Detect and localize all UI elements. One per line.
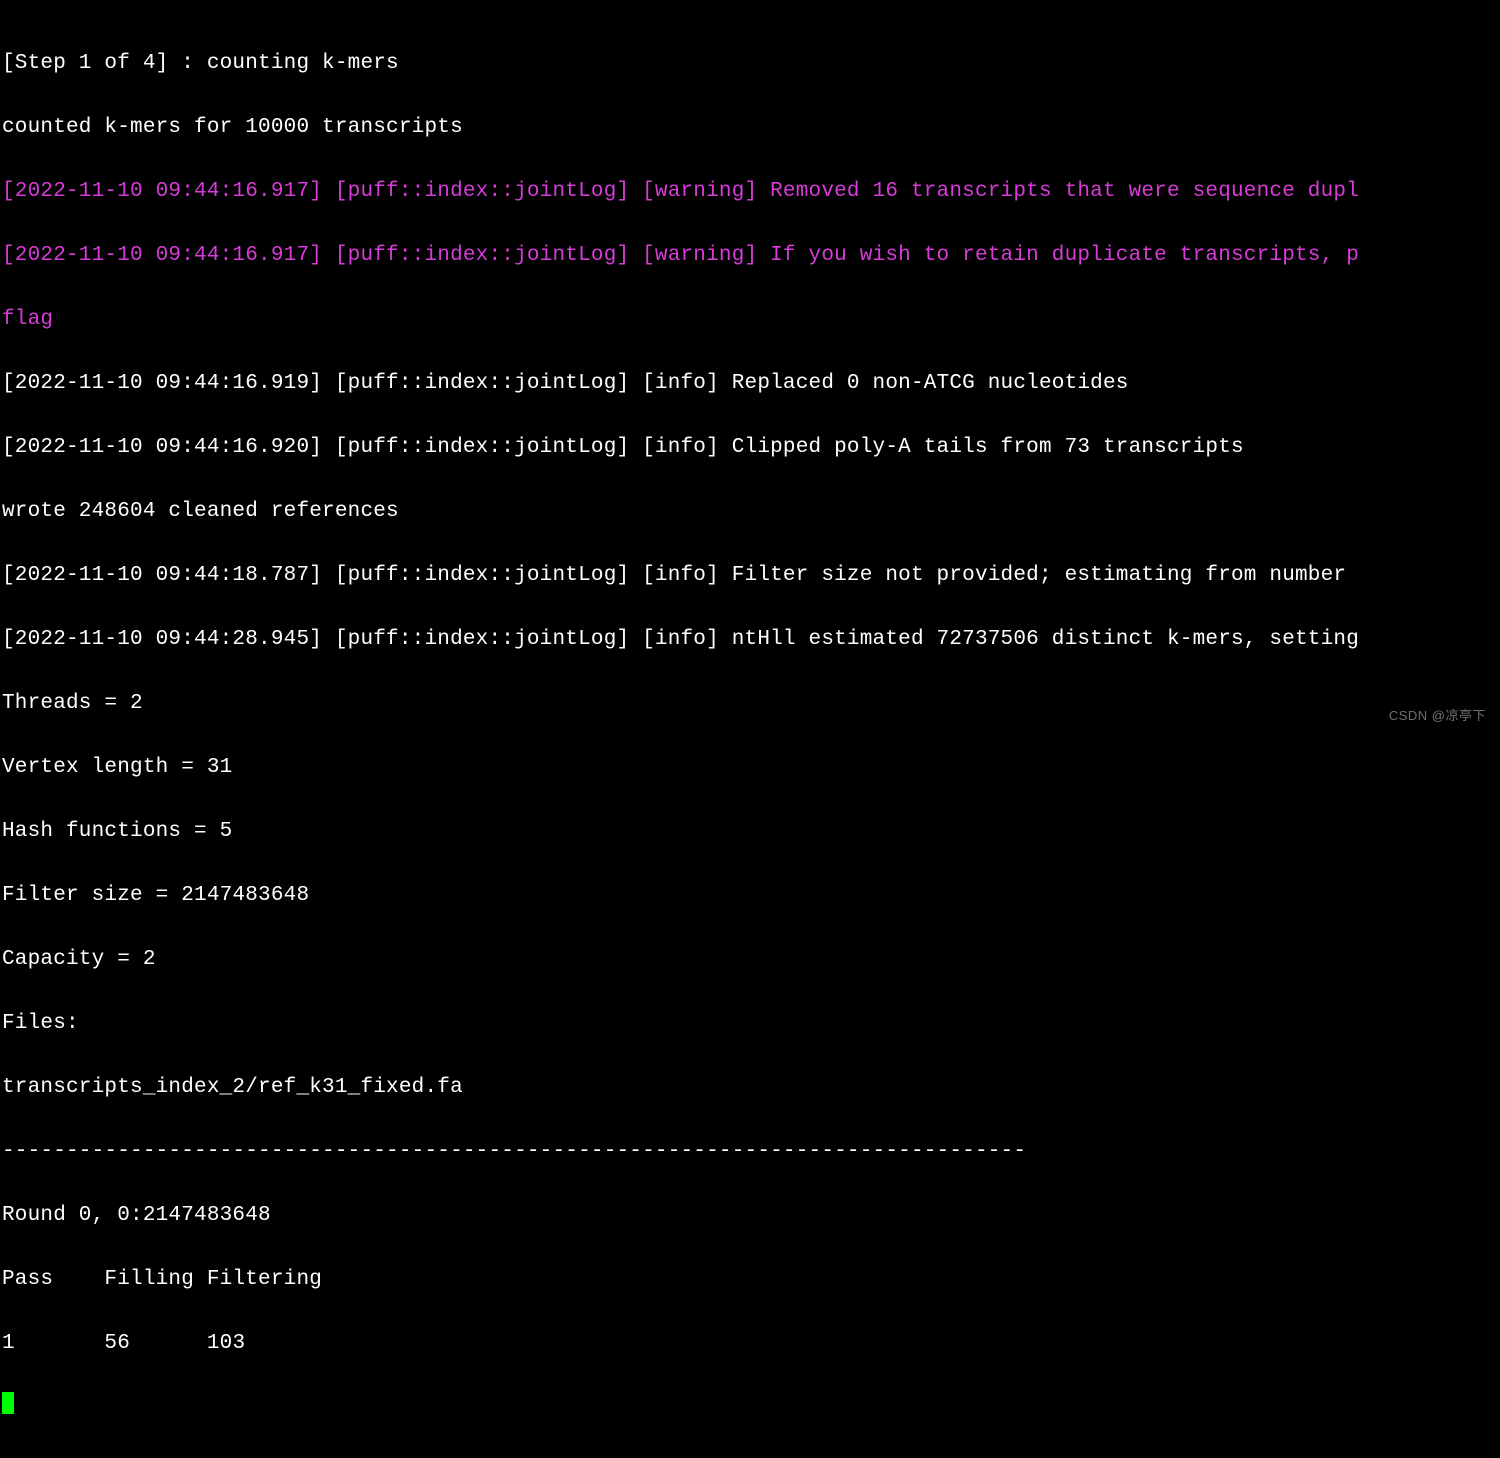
log-line: Filter size = 2147483648 xyxy=(2,880,1500,912)
log-line: transcripts_index_2/ref_k31_fixed.fa xyxy=(2,1072,1500,1104)
log-line-warning: flag xyxy=(2,304,1500,336)
cursor-block-icon xyxy=(2,1392,14,1414)
log-line: [2022-11-10 09:44:16.920] [puff::index::… xyxy=(2,432,1500,464)
log-line: Round 0, 0:2147483648 xyxy=(2,1200,1500,1232)
terminal-window[interactable]: [Step 1 of 4] : counting k-mers counted … xyxy=(0,0,1500,742)
log-line: Pass Filling Filtering xyxy=(2,1264,1500,1296)
log-line: Capacity = 2 xyxy=(2,944,1500,976)
log-line: Threads = 2 xyxy=(2,688,1500,720)
log-line-warning: [2022-11-10 09:44:16.917] [puff::index::… xyxy=(2,240,1500,272)
log-line: 1 56 103 xyxy=(2,1328,1500,1360)
log-line: Files: xyxy=(2,1008,1500,1040)
log-line: [Step 1 of 4] : counting k-mers xyxy=(2,48,1500,80)
log-line-warning: [2022-11-10 09:44:16.917] [puff::index::… xyxy=(2,176,1500,208)
log-line: counted k-mers for 10000 transcripts xyxy=(2,112,1500,144)
log-line: Vertex length = 31 xyxy=(2,752,1500,784)
log-line: [2022-11-10 09:44:18.787] [puff::index::… xyxy=(2,560,1500,592)
log-line: [2022-11-10 09:44:28.945] [puff::index::… xyxy=(2,624,1500,656)
watermark-label: CSDN @凉亭下 xyxy=(1389,700,1486,732)
prompt-line[interactable] xyxy=(2,1392,1500,1426)
log-line: wrote 248604 cleaned references xyxy=(2,496,1500,528)
log-line-separator: ----------------------------------------… xyxy=(2,1136,1500,1168)
log-line: Hash functions = 5 xyxy=(2,816,1500,848)
log-line: [2022-11-10 09:44:16.919] [puff::index::… xyxy=(2,368,1500,400)
